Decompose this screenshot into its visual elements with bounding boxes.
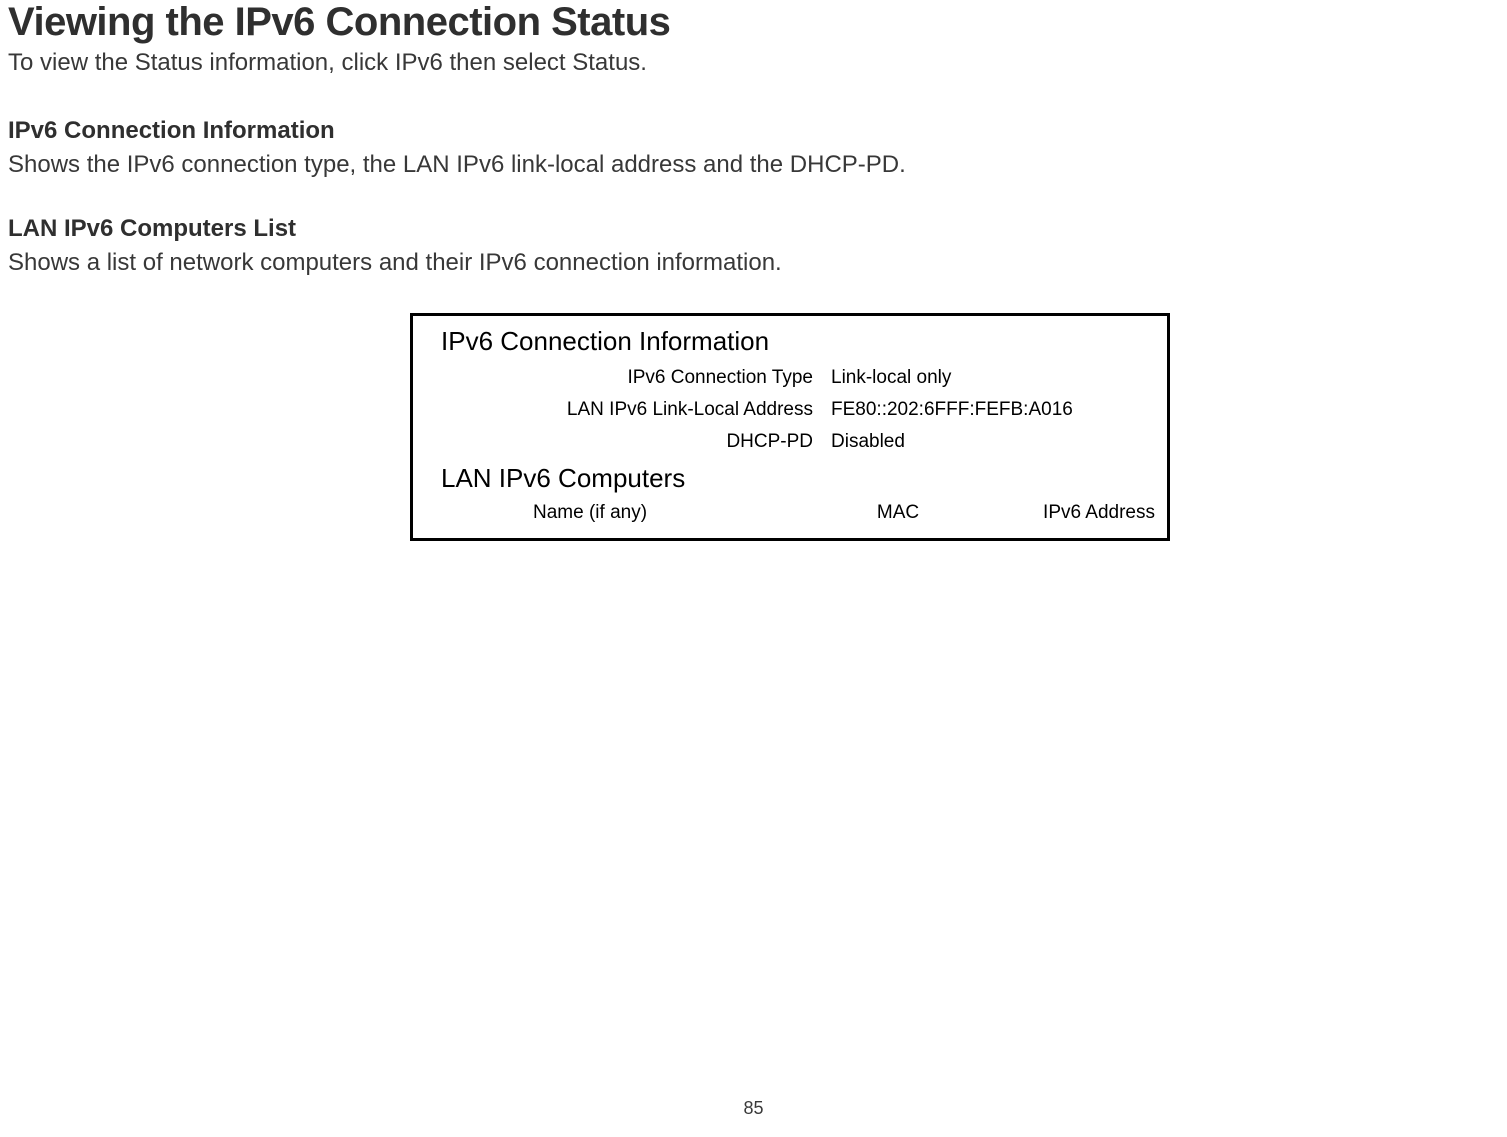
col-header-mac: MAC <box>793 502 1003 524</box>
kv-value: Disabled <box>831 431 905 453</box>
kv-row-link-local: LAN IPv6 Link-Local Address FE80::202:6F… <box>413 399 1167 421</box>
kv-row-dhcp-pd: DHCP-PD Disabled <box>413 431 1167 453</box>
kv-label: DHCP-PD <box>413 431 813 453</box>
table-header-row: Name (if any) MAC IPv6 Address <box>413 502 1167 524</box>
kv-label: LAN IPv6 Link-Local Address <box>413 399 813 421</box>
page-number: 85 <box>0 1098 1507 1119</box>
section-heading-connection-info: IPv6 Connection Information <box>8 117 1507 145</box>
page-title: Viewing the IPv6 Connection Status <box>8 0 1507 45</box>
box-heading-computers: LAN IPv6 Computers <box>441 463 1167 494</box>
kv-label: IPv6 Connection Type <box>413 367 813 389</box>
kv-row-connection-type: IPv6 Connection Type Link-local only <box>413 367 1167 389</box>
kv-value: FE80::202:6FFF:FEFB:A016 <box>831 399 1073 421</box>
section-desc-computers-list: Shows a list of network computers and th… <box>8 249 1507 277</box>
section-heading-computers-list: LAN IPv6 Computers List <box>8 215 1507 243</box>
info-box: IPv6 Connection Information IPv6 Connect… <box>410 313 1170 541</box>
section-desc-connection-info: Shows the IPv6 connection type, the LAN … <box>8 151 1507 179</box>
kv-value: Link-local only <box>831 367 951 389</box>
col-header-ipv6: IPv6 Address <box>1003 502 1167 524</box>
intro-text: To view the Status information, click IP… <box>8 49 1507 77</box>
box-heading-connection: IPv6 Connection Information <box>441 326 1167 357</box>
col-header-name: Name (if any) <box>533 502 793 524</box>
